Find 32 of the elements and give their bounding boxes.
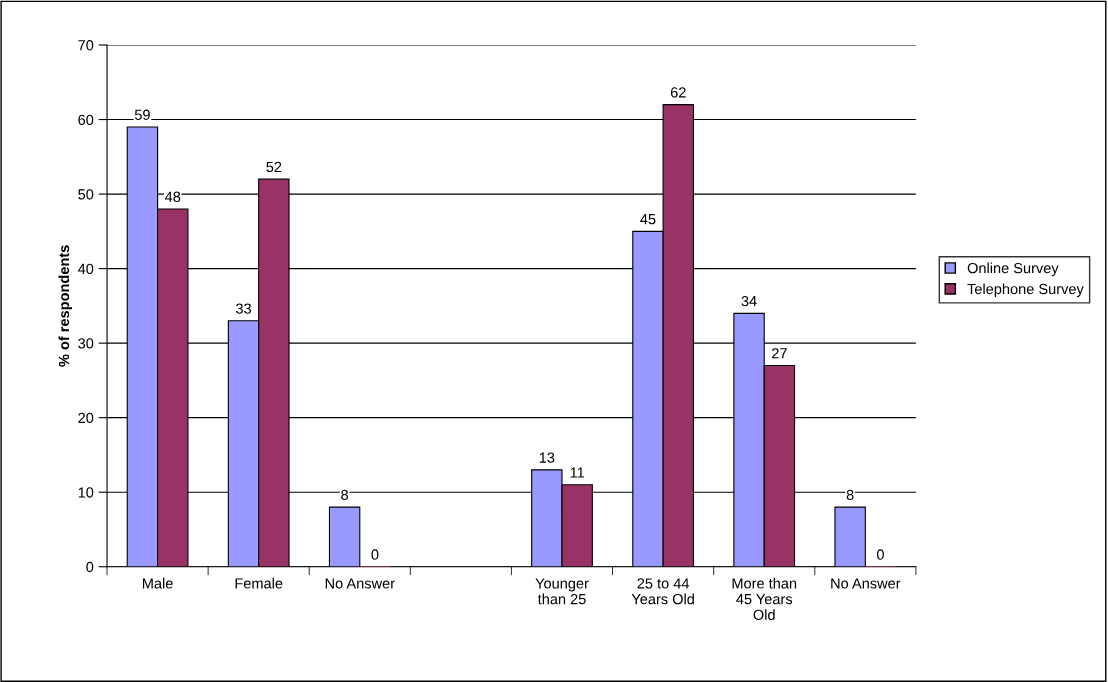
data-label: 52 — [266, 161, 282, 173]
data-label: 27 — [772, 348, 787, 359]
data-label: 48 — [164, 191, 181, 202]
legend-label: Telephone Survey — [967, 283, 1084, 298]
data-label: 8 — [846, 489, 854, 501]
legend-label: Online Survey — [967, 262, 1059, 277]
data-label: 11 — [570, 467, 585, 478]
x-tick-label: No Answer — [325, 578, 395, 589]
x-tick-label: Younger than 25 — [535, 578, 589, 605]
y-tick-label: 50 — [78, 189, 94, 200]
x-tick-label: Male — [142, 577, 173, 589]
y-tick-label: 10 — [78, 487, 94, 498]
y-tick-label: 40 — [77, 263, 94, 275]
y-tick-label: 70 — [78, 40, 94, 51]
data-label: 13 — [539, 452, 555, 463]
data-label: 34 — [741, 295, 757, 307]
data-label: 45 — [640, 214, 656, 225]
data-label: 0 — [877, 549, 884, 560]
data-label: 62 — [670, 87, 686, 98]
data-label: 33 — [235, 303, 251, 314]
y-axis-title: % of respondents — [58, 245, 73, 367]
data-label: 8 — [341, 489, 349, 501]
data-label: 59 — [134, 109, 150, 120]
x-tick-label: No Answer — [831, 578, 901, 589]
y-tick-label: 0 — [86, 561, 94, 573]
data-label: 0 — [371, 549, 379, 560]
x-tick-label: 25 to 44 Years Old — [631, 578, 694, 605]
x-tick-label: Female — [235, 577, 283, 589]
x-tick-label: More than 45 Years Old — [732, 577, 797, 620]
y-tick-label: 60 — [78, 114, 94, 125]
y-tick-label: 20 — [78, 412, 94, 424]
y-tick-label: 30 — [78, 338, 94, 349]
